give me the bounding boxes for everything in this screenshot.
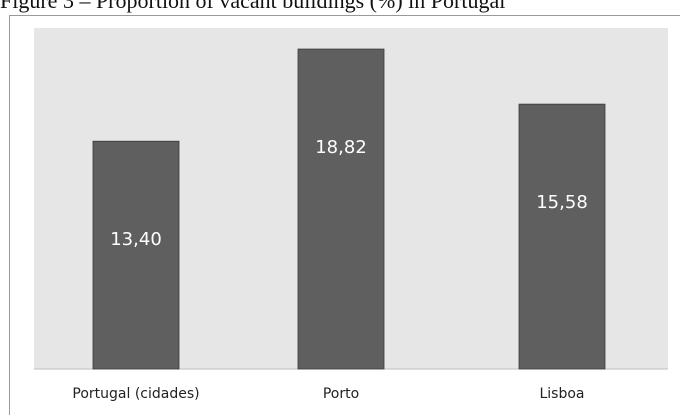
- category-label: Lisboa: [539, 386, 584, 402]
- bar-porto: [297, 48, 385, 370]
- bar-portugal-cidades: [92, 140, 180, 370]
- figure-title: Figure 3 – Proportion of vacant building…: [0, 0, 506, 13]
- category-label: Portugal (cidades): [72, 386, 199, 402]
- chart-frame: [9, 15, 680, 415]
- bar-lisboa: [518, 103, 606, 370]
- bar-value-label: 13,40: [110, 229, 162, 250]
- bar-value-label: 15,58: [536, 192, 588, 213]
- category-label: Porto: [323, 386, 359, 402]
- bar-value-label: 18,82: [315, 137, 367, 158]
